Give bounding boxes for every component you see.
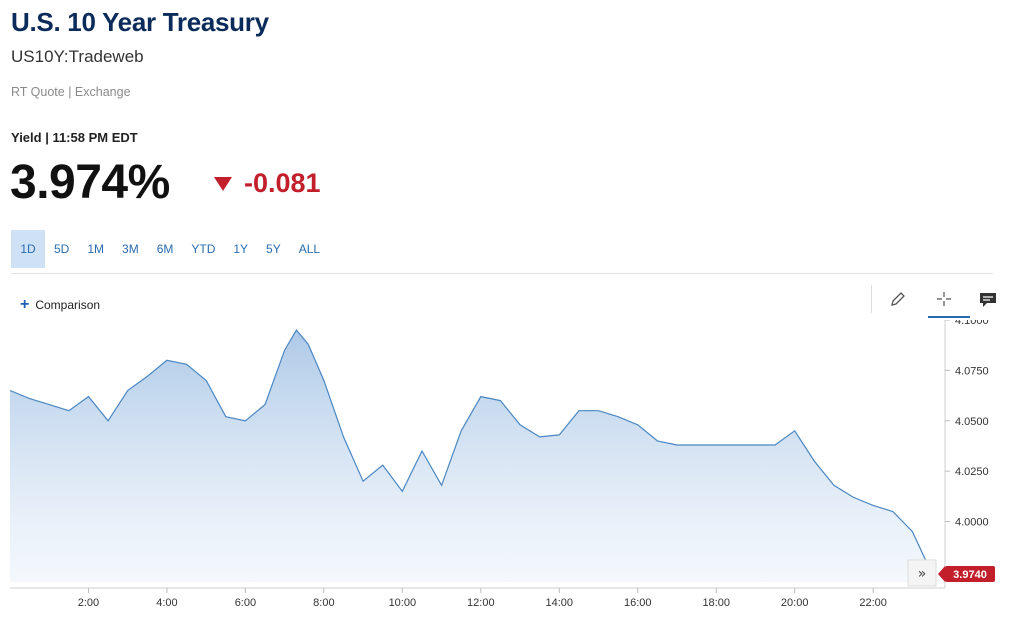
x-axis: 2:00 4:00 6:00 8:00 10:00 12:00 14:00 16:00 18:0… bbox=[10, 559, 945, 609]
x-tick-label: 12:00 bbox=[467, 597, 495, 609]
x-tick-label: 18:00 bbox=[702, 597, 730, 609]
tab-ytd[interactable]: YTD bbox=[191, 242, 216, 256]
plot-area bbox=[9, 329, 933, 582]
pencil-icon[interactable] bbox=[884, 286, 912, 312]
price-line bbox=[9, 329, 933, 575]
y-tick-label: 4.0500 bbox=[955, 416, 989, 428]
x-tick-label: 16:00 bbox=[624, 597, 652, 609]
change-value: -0.081 bbox=[244, 168, 321, 198]
plus-icon: + bbox=[20, 296, 30, 313]
y-tick-label: 4.0000 bbox=[955, 517, 989, 529]
price-chart[interactable]: 4.1000 4.0750 4.0500 4.0250 4.0000 3.9740 2:0… bbox=[0, 320, 1011, 629]
comparison-button[interactable]: + Comparison bbox=[20, 296, 100, 314]
y-axis: 4.1000 4.0750 4.0500 4.0250 4.0000 3.9740 bbox=[938, 320, 995, 588]
active-tool-indicator bbox=[928, 316, 970, 318]
tab-5d[interactable]: 5D bbox=[54, 242, 70, 256]
x-tick-label: 10:00 bbox=[389, 597, 417, 609]
y-tick-label: 4.1000 bbox=[955, 320, 989, 327]
x-tick-label: 2:00 bbox=[78, 597, 99, 609]
x-tick-label: 8:00 bbox=[313, 597, 334, 609]
y-tick-label: 4.0250 bbox=[955, 466, 989, 478]
page-title: U.S. 10 Year Treasury bbox=[11, 7, 269, 37]
tab-5y[interactable]: 5Y bbox=[266, 242, 281, 256]
area-fill bbox=[10, 330, 932, 582]
tab-1d[interactable]: 1D bbox=[11, 230, 45, 268]
chat-icon[interactable] bbox=[974, 286, 1002, 312]
tab-6m[interactable]: 6M bbox=[156, 242, 174, 256]
crosshair-icon[interactable] bbox=[930, 286, 958, 312]
y-tick-label: 4.0750 bbox=[955, 365, 989, 377]
x-tick-label: 20:00 bbox=[781, 597, 809, 609]
yield-change: -0.081 bbox=[214, 168, 321, 199]
tab-1y[interactable]: 1Y bbox=[233, 242, 249, 256]
tab-1m[interactable]: 1M bbox=[87, 242, 105, 256]
tab-all[interactable]: ALL bbox=[298, 242, 321, 256]
last-value-badge bbox=[945, 565, 995, 582]
down-arrow-icon bbox=[214, 176, 232, 191]
toolbar-divider bbox=[871, 285, 872, 313]
last-value-label: 3.9740 bbox=[953, 569, 987, 581]
symbol-label: US10Y:Tradeweb bbox=[11, 47, 144, 66]
x-tick-label: 14:00 bbox=[546, 597, 574, 609]
x-tick-label: 4:00 bbox=[156, 597, 177, 609]
yield-timestamp: Yield | 11:58 PM EDT bbox=[11, 130, 138, 145]
x-tick-label: 22:00 bbox=[859, 597, 887, 609]
double-chevron-right-icon: » bbox=[918, 566, 927, 582]
current-yield: 3.974% bbox=[10, 156, 170, 209]
range-tabs: 1D 5D 1M 3M 6M YTD 1Y 5Y ALL bbox=[11, 230, 329, 268]
last-value-pointer-icon bbox=[938, 565, 945, 582]
tab-3m[interactable]: 3M bbox=[122, 242, 139, 256]
quote-source: RT Quote | Exchange bbox=[11, 85, 131, 99]
comparison-label: Comparison bbox=[35, 298, 101, 312]
divider bbox=[11, 273, 993, 274]
x-tick-label: 6:00 bbox=[235, 597, 256, 609]
scroll-latest-button[interactable] bbox=[907, 559, 937, 587]
